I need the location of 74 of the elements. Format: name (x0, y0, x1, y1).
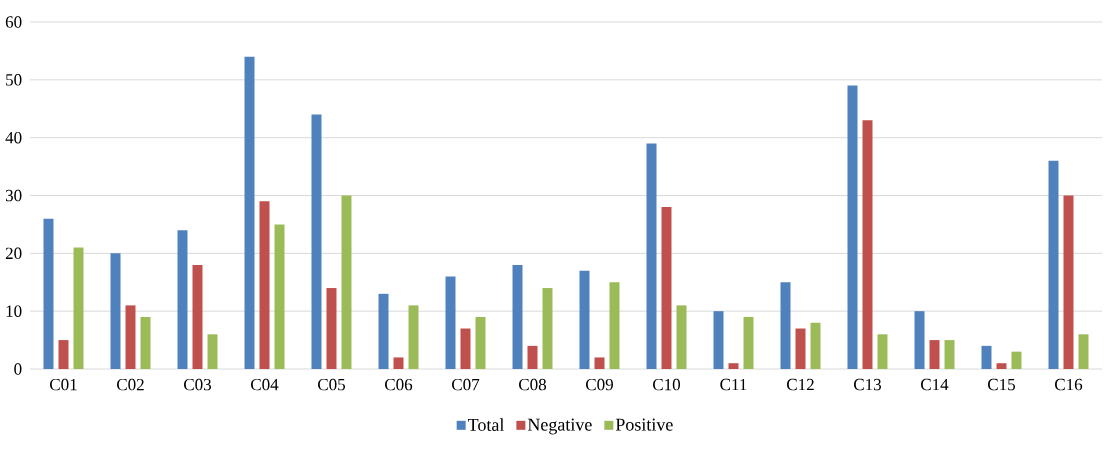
bar (1078, 334, 1089, 369)
bar (1063, 195, 1074, 369)
bar (795, 328, 806, 369)
y-tick-label: 50 (6, 74, 22, 86)
bar (192, 264, 203, 369)
x-tick-label: C01 (50, 378, 77, 391)
x-tick-label: C13 (854, 378, 882, 391)
bar (914, 311, 925, 369)
bar (676, 305, 687, 369)
bar (862, 120, 873, 369)
x-tick-label: C15 (988, 378, 1016, 391)
x-tick-label: C11 (720, 378, 747, 391)
bar (579, 270, 590, 369)
y-tick-label: 20 (5, 247, 22, 260)
x-tick-label: C07 (452, 378, 480, 391)
bar (244, 56, 255, 369)
x-tick-label: C03 (184, 378, 212, 391)
bar (460, 328, 471, 369)
y-tick-label: 60 (5, 16, 22, 28)
bar (609, 282, 620, 369)
x-tick-label: C05 (318, 378, 346, 391)
bar (259, 201, 270, 369)
bar (527, 345, 538, 369)
bar (661, 207, 672, 369)
bar (445, 276, 456, 369)
x-tick-label: C08 (519, 378, 547, 391)
bar (341, 195, 352, 369)
legend-label: Negative (527, 418, 592, 435)
y-tick-label: 0 (14, 363, 22, 375)
x-tick-label: C14 (921, 378, 949, 391)
bar (125, 305, 136, 369)
bar (475, 316, 486, 369)
x-tick-label: C12 (787, 378, 814, 391)
bar (207, 334, 218, 369)
bar (743, 316, 754, 369)
x-tick-label: C10 (653, 378, 681, 391)
bar (393, 357, 404, 369)
bar (542, 288, 553, 369)
bar (981, 345, 992, 369)
bar (73, 247, 84, 369)
bar (594, 357, 605, 369)
y-tick-label: 10 (6, 305, 22, 317)
bar (408, 305, 419, 369)
bar (58, 340, 69, 369)
bar (1048, 160, 1059, 369)
bar (929, 340, 940, 369)
bar (877, 334, 888, 369)
bar (847, 85, 858, 369)
bar (996, 363, 1007, 369)
x-tick-label: C09 (586, 378, 613, 391)
bar (810, 322, 821, 369)
legend-label: Total (467, 418, 505, 431)
x-tick-label: C16 (1055, 378, 1083, 391)
bar (43, 218, 54, 369)
bar (646, 143, 657, 369)
bar (378, 293, 389, 369)
bar (177, 230, 188, 369)
bar (713, 311, 724, 369)
bar (140, 316, 151, 369)
bar (311, 114, 322, 369)
bar (780, 282, 791, 369)
bar (274, 224, 285, 369)
bar (944, 340, 955, 369)
bar (110, 253, 121, 369)
bar (326, 288, 337, 369)
y-tick-label: 30 (5, 189, 22, 202)
x-tick-label: C04 (251, 378, 279, 391)
bar (512, 264, 523, 369)
bar (728, 363, 739, 369)
x-tick-label: C02 (117, 378, 144, 391)
x-tick-label: C06 (385, 378, 413, 391)
legend-label: Positive (615, 418, 673, 431)
y-tick-label: 40 (5, 131, 22, 144)
bar (1011, 351, 1022, 369)
